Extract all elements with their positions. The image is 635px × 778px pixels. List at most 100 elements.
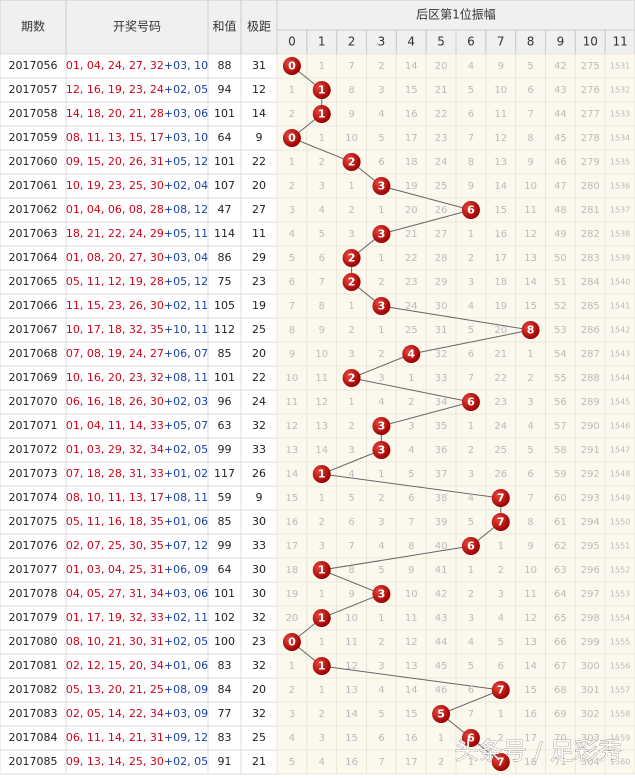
miss-value: 280 <box>581 181 600 192</box>
miss-value: 9 <box>348 109 354 120</box>
miss-value: 7 <box>348 541 354 552</box>
grid-cell <box>276 389 308 415</box>
miss-value: 33 <box>435 373 448 384</box>
miss-value: 2 <box>408 397 414 408</box>
miss-value: 1560 <box>610 758 630 767</box>
span: 25 <box>252 323 266 336</box>
period: 2017059 <box>9 131 58 144</box>
miss-value: 14 <box>405 685 418 696</box>
miss-value: 2 <box>498 733 504 744</box>
front-numbers: 07, 08, 19, 24, 27 <box>66 347 164 360</box>
back-numbers: +06, 07 <box>164 347 208 360</box>
miss-value: 2 <box>319 517 325 528</box>
grid-cell <box>545 53 576 79</box>
miss-value: 19 <box>286 589 299 600</box>
front-numbers: 01, 04, 11, 14, 33 <box>66 419 164 432</box>
hit-value: 7 <box>497 684 505 697</box>
period: 2017067 <box>9 323 58 336</box>
miss-value: 1548 <box>610 470 630 479</box>
miss-value: 1 <box>289 661 295 672</box>
hit-ball <box>372 585 391 603</box>
sum: 85 <box>218 347 232 360</box>
hit-value: 4 <box>407 348 415 361</box>
span: 31 <box>252 59 266 72</box>
miss-value: 4 <box>468 637 474 648</box>
miss-value: 21 <box>494 349 507 360</box>
grid-cell <box>545 197 576 223</box>
miss-value: 3 <box>319 541 325 552</box>
back-numbers: +05, 07 <box>164 419 208 432</box>
miss-value: 298 <box>581 613 600 624</box>
miss-value: 64 <box>554 589 567 600</box>
miss-value: 1557 <box>610 686 630 695</box>
miss-value: 1 <box>438 733 444 744</box>
grid-cell <box>545 317 576 343</box>
miss-value: 8 <box>468 157 474 168</box>
hit-value: 7 <box>497 756 505 769</box>
miss-value: 3 <box>378 517 384 528</box>
miss-value: 25 <box>435 181 448 192</box>
sum: 102 <box>214 611 235 624</box>
sum: 63 <box>218 419 232 432</box>
draw-numbers: 01, 17, 19, 32, 33+02, 11 <box>66 611 208 624</box>
miss-value: 16 <box>494 229 507 240</box>
miss-value: 3 <box>319 733 325 744</box>
miss-value: 2 <box>378 493 384 504</box>
miss-value: 1537 <box>610 206 630 215</box>
miss-value: 302 <box>581 709 600 720</box>
front-numbers: 10, 16, 20, 23, 32 <box>66 371 164 384</box>
grid-cell <box>306 509 338 535</box>
sum: 59 <box>218 491 232 504</box>
miss-value: 4 <box>468 493 474 504</box>
hit-value: 6 <box>467 396 475 409</box>
miss-value: 7 <box>289 301 295 312</box>
miss-value: 38 <box>435 493 448 504</box>
sum: 84 <box>218 683 232 696</box>
grid-cell <box>306 701 338 727</box>
grid-cell <box>574 125 606 151</box>
period: 2017061 <box>9 179 58 192</box>
cell-bg <box>240 653 278 679</box>
front-numbers: 06, 11, 14, 21, 31 <box>66 731 164 744</box>
front-numbers: 02, 07, 25, 30, 35 <box>66 539 164 552</box>
miss-value: 5 <box>348 493 354 504</box>
cell-bg <box>0 125 67 151</box>
grid-cell <box>455 509 487 535</box>
miss-value: 6 <box>408 493 414 504</box>
column-label: 8 <box>527 35 535 49</box>
back-numbers: +01, 06 <box>164 659 208 672</box>
draw-numbers: 08, 10, 11, 13, 17+08, 11 <box>66 491 208 504</box>
miss-value: 5 <box>498 637 504 648</box>
miss-value: 292 <box>581 469 600 480</box>
back-numbers: +03, 10 <box>164 59 208 72</box>
miss-value: 14 <box>494 181 507 192</box>
miss-value: 15 <box>345 733 358 744</box>
miss-value: 3 <box>378 661 384 672</box>
draw-numbers: 07, 18, 28, 31, 33+01, 02 <box>66 467 208 480</box>
grid-cell <box>276 485 308 511</box>
draw-numbers: 06, 16, 18, 26, 30+02, 03 <box>66 395 208 408</box>
miss-value: 6 <box>468 685 474 696</box>
front-numbers: 09, 13, 14, 25, 30 <box>66 755 164 768</box>
miss-value: 2 <box>527 373 533 384</box>
draw-numbers: 14, 18, 20, 21, 28+03, 06 <box>66 107 208 120</box>
grid-cell <box>485 533 517 559</box>
miss-value: 2 <box>348 205 354 216</box>
grid-cell <box>336 389 367 415</box>
miss-value: 5 <box>468 661 474 672</box>
grid-cell <box>425 509 457 535</box>
back-numbers: +09, 12 <box>164 731 208 744</box>
miss-value: 287 <box>581 349 600 360</box>
miss-value: 7 <box>348 61 354 72</box>
grid-cell <box>485 269 517 295</box>
back-numbers: +02, 05 <box>164 635 208 648</box>
sum: 101 <box>214 587 235 600</box>
hit-ball <box>282 57 301 75</box>
sum: 77 <box>218 707 232 720</box>
front-numbers: 01, 08, 20, 27, 30 <box>66 251 164 264</box>
draw-numbers: 10, 19, 23, 25, 30+02, 04 <box>66 179 208 192</box>
grid-cell <box>485 581 517 607</box>
miss-value: 46 <box>435 685 448 696</box>
miss-value: 15 <box>286 493 299 504</box>
miss-value: 12 <box>524 229 537 240</box>
